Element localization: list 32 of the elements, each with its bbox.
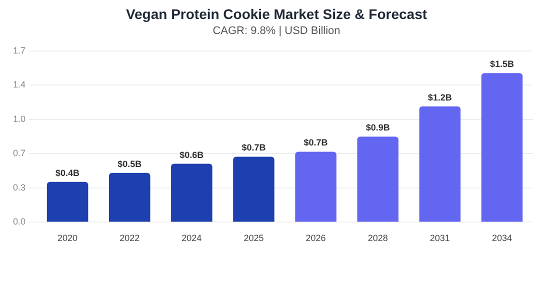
data-label: $1.2B xyxy=(428,92,452,102)
y-tick-label: 1.4 xyxy=(12,80,26,90)
chart-title: Vegan Protein Cookie Market Size & Forecast xyxy=(124,6,428,22)
x-tick-label: 2028 xyxy=(368,233,388,244)
data-label: $0.7B xyxy=(242,142,266,153)
x-tick-label: 2024 xyxy=(182,233,202,244)
y-tick-label: 0.3 xyxy=(12,182,26,192)
data-label: $0.9B xyxy=(366,122,390,133)
x-tick-label: 2031 xyxy=(430,233,450,244)
x-tick-label: 2034 xyxy=(492,233,512,244)
data-label: $0.7B xyxy=(304,138,328,148)
y-tick-label: 0.7 xyxy=(12,148,26,158)
y-tick-label: 1.7 xyxy=(12,45,26,56)
bar xyxy=(481,73,523,222)
bar xyxy=(233,156,274,222)
bar xyxy=(419,106,461,222)
x-tick-label: 2025 xyxy=(244,233,264,244)
y-tick-label: 0.0 xyxy=(12,216,26,227)
data-label: $1.5B xyxy=(490,59,514,70)
bar xyxy=(295,152,336,222)
bar xyxy=(171,164,212,222)
y-tick-label: 1.0 xyxy=(12,114,26,124)
x-tick-label: 2022 xyxy=(120,233,140,244)
bar xyxy=(108,172,150,222)
x-tick-label: 2026 xyxy=(306,233,326,244)
data-label: $0.5B xyxy=(118,158,142,169)
data-label: $0.6B xyxy=(180,150,204,160)
bar xyxy=(46,182,88,222)
chart-subtitle: CAGR: 9.8% | USD Billion xyxy=(212,25,342,37)
data-label: $0.4B xyxy=(56,168,80,178)
x-tick-label: 2020 xyxy=(58,233,78,244)
bar xyxy=(357,136,398,222)
